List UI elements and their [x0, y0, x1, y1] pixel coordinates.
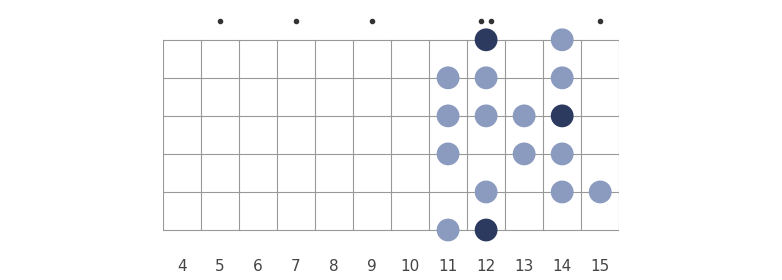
Circle shape [513, 143, 536, 165]
Circle shape [551, 104, 574, 127]
Circle shape [436, 219, 460, 241]
Circle shape [551, 143, 574, 165]
Circle shape [475, 181, 497, 203]
Circle shape [513, 104, 536, 127]
Circle shape [551, 28, 574, 51]
Circle shape [475, 28, 497, 51]
Circle shape [436, 143, 460, 165]
Circle shape [589, 181, 612, 203]
Circle shape [475, 219, 497, 241]
Circle shape [551, 66, 574, 89]
Circle shape [436, 104, 460, 127]
Circle shape [475, 104, 497, 127]
Circle shape [475, 66, 497, 89]
Circle shape [436, 66, 460, 89]
Circle shape [551, 181, 574, 203]
